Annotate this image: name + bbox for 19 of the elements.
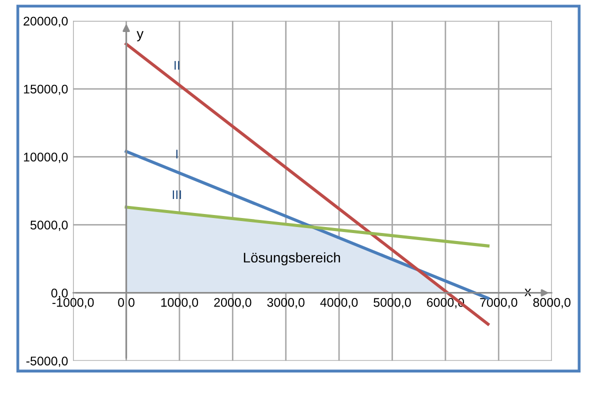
series-label: II	[174, 61, 180, 70]
x-tick-label: 5000,0	[374, 298, 411, 308]
x-tick-label: 3000,0	[267, 298, 304, 308]
y-tick-label: -5000,0	[26, 356, 68, 367]
x-tick-label: 8000,0	[533, 298, 570, 308]
y-tick-label: 5000,0	[30, 220, 68, 231]
y-tick-label: 20000,0	[24, 16, 68, 28]
y-tick-label: 0,0	[51, 288, 68, 299]
series-label: Lösungsbereich	[244, 252, 340, 266]
y-axis-title: y	[136, 31, 144, 42]
y-tick-label: 15000,0	[24, 84, 68, 96]
y-tick-label: 10000,0	[24, 152, 68, 163]
x-tick-label: 1000,0	[161, 298, 198, 308]
series-label: III	[172, 190, 181, 199]
x-tick-label: 7000,0	[480, 298, 518, 308]
x-tick-label: 2000,0	[214, 298, 252, 308]
series-label: I	[176, 150, 178, 158]
x-tick-label: -1000,0	[52, 298, 94, 308]
x-tick-label: 4000,0	[320, 298, 358, 308]
